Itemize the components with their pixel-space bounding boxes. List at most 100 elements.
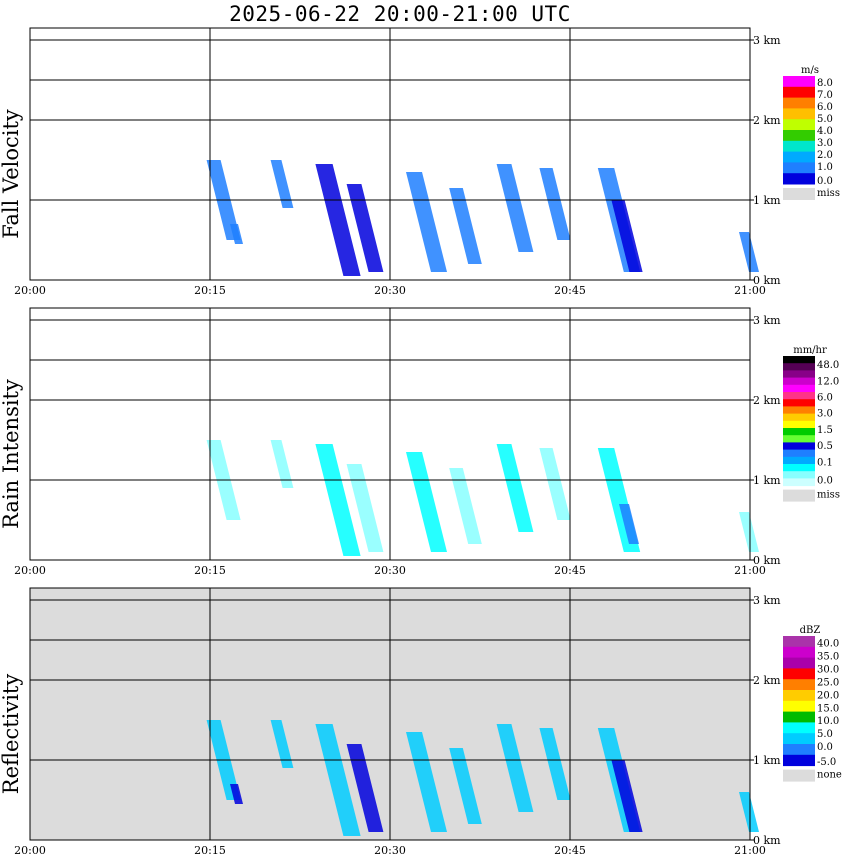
colorbar-swatch <box>783 657 815 669</box>
colorbar-swatch <box>783 435 815 443</box>
echo-mark <box>346 464 384 552</box>
colorbar-swatch <box>783 690 815 702</box>
colorbar-unit: dBZ <box>800 625 821 636</box>
panel-label-reflectivity: Reflectivity <box>0 674 23 795</box>
colorbar-unit: mm/hr <box>793 345 827 356</box>
colorbar-missing-label: miss <box>817 188 840 199</box>
x-tick-label: 20:15 <box>194 844 226 857</box>
colorbar-swatch <box>783 108 815 120</box>
x-tick-label: 20:00 <box>14 564 46 577</box>
panel-fall-velocity: 20:00 20:15 20:30 20:45 21:000 km 1 km 2 km 3 k… <box>0 27 840 297</box>
y-tick-label: 0 km <box>753 834 781 847</box>
colorbar-label: -5.0 <box>817 757 836 768</box>
colorbar-swatch <box>783 399 815 407</box>
y-tick-label: 2 km <box>753 674 781 687</box>
colorbar-label: 25.0 <box>817 677 839 688</box>
colorbar-swatch <box>783 356 815 364</box>
x-tick-label: 20:00 <box>14 284 46 297</box>
echo-mark <box>449 188 482 264</box>
echo-mark <box>270 440 294 488</box>
y-tick-label: 2 km <box>753 114 781 127</box>
echo-mark <box>315 164 361 276</box>
colorbar-swatch <box>783 668 815 680</box>
colorbar-missing-label: none <box>817 770 842 781</box>
panel-reflectivity: 20:00 20:15 20:30 20:45 21:000 km 1 km 2 km 3 k… <box>0 587 842 857</box>
colorbar-swatch <box>783 733 815 745</box>
y-tick-label: 1 km <box>753 474 781 487</box>
colorbar-swatch <box>783 722 815 734</box>
y-tick-label: 3 km <box>753 34 781 47</box>
colorbar-swatch <box>783 377 815 386</box>
colorbar-label: 30.0 <box>817 664 839 675</box>
colorbar-label: 48.0 <box>817 360 839 371</box>
colorbar-swatch <box>783 162 815 174</box>
colorbar-swatch <box>783 744 815 756</box>
x-tick-label: 21:00 <box>734 564 766 577</box>
colorbar-swatch <box>783 384 815 393</box>
colorbar-label: 2.0 <box>817 150 833 161</box>
colorbar-missing-swatch <box>783 489 815 502</box>
x-tick-label: 20:45 <box>554 844 586 857</box>
panel-rain-intensity: 20:00 20:15 20:30 20:45 21:000 km 1 km 2 km 3 k… <box>0 307 840 577</box>
colorbar-label: 12.0 <box>817 376 839 387</box>
x-tick-label: 20:15 <box>194 284 226 297</box>
colorbar-swatch <box>783 151 815 163</box>
colorbar-swatch <box>783 636 815 648</box>
x-tick-label: 21:00 <box>734 844 766 857</box>
colorbar-label: 5.0 <box>817 114 833 125</box>
colorbar-swatch <box>783 140 815 153</box>
colorbar-label: 6.0 <box>817 393 833 404</box>
colorbar-label: 8.0 <box>817 78 833 89</box>
colorbar-unit: m/s <box>801 65 819 76</box>
colorbar-label: 15.0 <box>817 703 839 714</box>
colorbar-label: 5.0 <box>817 729 833 740</box>
colorbar-swatch <box>783 130 815 142</box>
colorbar-swatch <box>783 679 815 691</box>
colorbar-label: 10.0 <box>817 716 839 727</box>
colorbar-swatch <box>783 442 815 451</box>
colorbar-missing-label: miss <box>817 490 840 501</box>
colorbar-swatch <box>783 420 815 429</box>
colorbar-label: 1.0 <box>817 162 833 173</box>
x-tick-label: 21:00 <box>734 284 766 297</box>
echo-mark <box>496 444 534 532</box>
echo-mark <box>611 760 643 832</box>
y-tick-label: 1 km <box>753 194 781 207</box>
x-tick-label: 20:30 <box>374 284 406 297</box>
x-tick-label: 20:30 <box>374 844 406 857</box>
colorbar-swatch <box>783 449 815 458</box>
echo-mark <box>449 468 482 544</box>
x-tick-label: 20:45 <box>554 284 586 297</box>
echo-mark <box>539 448 571 520</box>
colorbar-swatch <box>783 413 815 422</box>
colorbar-label: 3.0 <box>817 138 833 149</box>
y-tick-label: 1 km <box>753 754 781 767</box>
colorbar-label: 0.0 <box>817 176 833 187</box>
echo-mark <box>230 784 243 804</box>
colorbar-label: 0.0 <box>817 742 833 753</box>
colorbar-swatch <box>783 478 815 487</box>
echo-mark <box>270 720 294 768</box>
echo-mark <box>619 504 639 544</box>
echo-mark <box>406 452 447 552</box>
colorbar-swatch <box>783 76 815 88</box>
colorbar-swatch <box>783 370 815 379</box>
colorbar-label: 40.0 <box>817 638 839 649</box>
colorbar-label: 35.0 <box>817 651 839 662</box>
echo-mark <box>739 512 759 552</box>
colorbar-swatch <box>783 428 815 436</box>
colorbar-swatch <box>783 471 815 479</box>
colorbar-missing-swatch <box>783 769 815 782</box>
colorbar-swatch <box>783 173 815 185</box>
colorbar-swatch <box>783 97 815 109</box>
plot-frame <box>29 307 751 561</box>
plot-frame <box>29 587 751 841</box>
colorbar-swatch <box>783 406 815 415</box>
panel-label-rain-intensity: Rain Intensity <box>0 379 23 529</box>
colorbar-label: 0.5 <box>817 441 833 452</box>
colorbar-swatch <box>783 700 815 713</box>
colorbar-label: 3.0 <box>817 409 833 420</box>
colorbar-swatch <box>783 711 815 723</box>
plot-frame <box>29 27 751 281</box>
echo-mark <box>270 160 294 208</box>
